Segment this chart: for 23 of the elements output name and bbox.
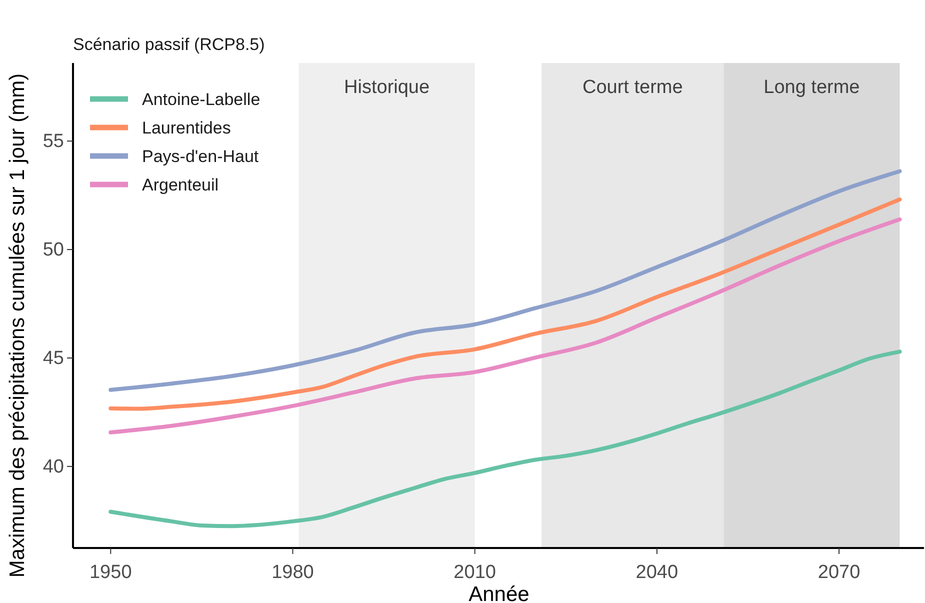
y-tick-label: 55 [42, 131, 64, 152]
y-axis-title: Maximum des précipitations cumulées sur 1 jour (mm) [6, 73, 29, 578]
y-tick-label: 45 [42, 348, 64, 370]
y-tick-label: 40 [42, 456, 64, 478]
line-series [108, 197, 902, 411]
legend-label: Laurentides [142, 118, 231, 138]
y-tick-label: 50 [42, 240, 64, 261]
band-label: Long terme [764, 77, 860, 98]
x-tick-label: 2040 [636, 562, 678, 583]
chart-title: Scénario passif (RCP8.5) [73, 35, 265, 54]
band-label: Historique [344, 77, 430, 98]
x-tick-label: 1950 [89, 562, 132, 583]
legend-label: Pays-d'en-Haut [142, 146, 259, 166]
x-tick-label: 1980 [272, 562, 314, 583]
legend-label: Antoine-Labelle [142, 90, 260, 109]
line-series [108, 169, 902, 392]
line-series [108, 217, 902, 434]
x-tick-label: 2070 [818, 562, 860, 583]
x-axis-title: Année [468, 583, 530, 603]
x-tick-label: 2010 [454, 562, 496, 583]
band-label: Court terme [582, 77, 683, 98]
legend-label: Argenteuil [142, 175, 219, 194]
line-series [108, 350, 902, 528]
